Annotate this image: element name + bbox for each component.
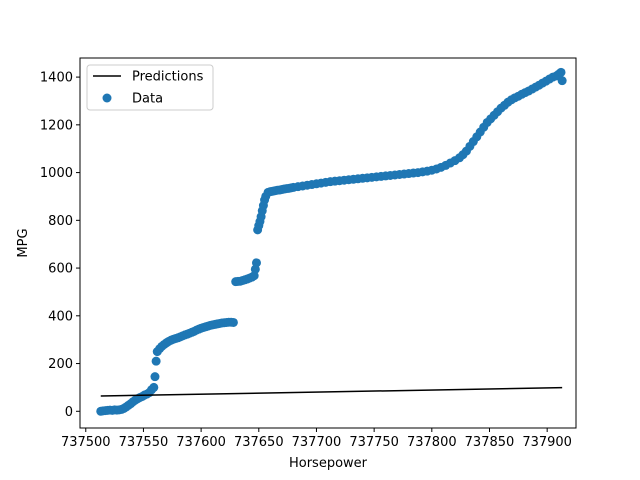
x-axis-label: Horsepower xyxy=(289,456,368,471)
data-point xyxy=(556,67,566,77)
x-tick-label: 737850 xyxy=(465,435,515,450)
data-point xyxy=(228,317,238,327)
x-axis: 737500 737550 737600 737650 737700 737750 7378… xyxy=(61,428,572,450)
plot-area xyxy=(96,67,567,416)
predictions-line xyxy=(100,386,563,397)
data-point xyxy=(151,356,161,366)
y-axis: 0 200 400 600 800 1000 1200 1400 xyxy=(40,71,80,420)
x-tick-label: 737600 xyxy=(176,435,226,450)
legend-data-swatch xyxy=(102,93,112,103)
legend-data-label: Data xyxy=(132,92,163,107)
legend: Predictions Data xyxy=(86,64,214,111)
x-tick-label: 737650 xyxy=(234,435,284,450)
x-tick-label: 737500 xyxy=(61,435,111,450)
data-point xyxy=(251,258,261,268)
y-tick-label: 200 xyxy=(48,357,73,372)
axes-frame xyxy=(79,57,577,429)
y-axis-label: MPG xyxy=(16,228,31,257)
x-tick-label: 737800 xyxy=(407,435,457,450)
x-tick-label: 737550 xyxy=(119,435,169,450)
y-tick-label: 1400 xyxy=(40,71,73,86)
data-point xyxy=(150,372,160,382)
legend-predictions-label: Predictions xyxy=(132,70,204,85)
y-tick-label: 1000 xyxy=(40,166,73,181)
y-tick-label: 800 xyxy=(48,214,73,229)
y-tick-label: 1200 xyxy=(40,118,73,133)
y-tick-label: 400 xyxy=(48,309,73,324)
data-point xyxy=(557,76,567,86)
x-tick-label: 737750 xyxy=(349,435,399,450)
y-tick-label: 600 xyxy=(48,262,73,277)
x-tick-label: 737700 xyxy=(292,435,342,450)
y-tick-label: 0 xyxy=(65,405,73,420)
data-point xyxy=(149,382,159,392)
x-tick-label: 737900 xyxy=(522,435,572,450)
